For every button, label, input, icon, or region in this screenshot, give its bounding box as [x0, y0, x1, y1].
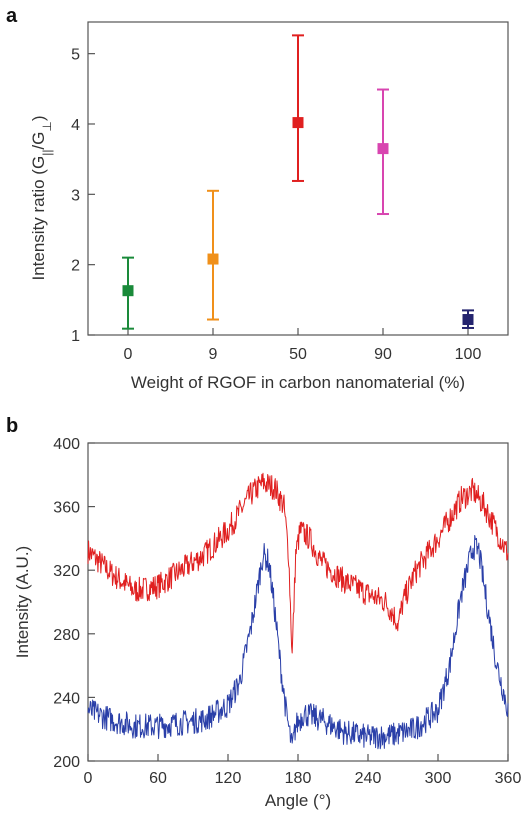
panel-b-y-tick-label: 360	[53, 500, 80, 517]
marker-square	[377, 143, 389, 155]
data-point-9	[207, 189, 219, 321]
series-line-1	[87, 472, 509, 654]
panel-b-x-tick-label: 360	[495, 770, 522, 787]
panel-a-x-tick-label: 9	[209, 346, 218, 363]
panel-b-x-tick-label: 180	[285, 770, 312, 787]
data-point-100	[462, 309, 474, 329]
panel-b-y-tick-label: 240	[53, 690, 80, 707]
panel-a-x-axis-title: Weight of RGOF in carbon nanomaterial (%…	[131, 373, 465, 392]
panel-a-x-tick-label: 50	[289, 346, 307, 363]
panel-a-y-tick-label: 5	[71, 47, 80, 64]
data-point-0	[122, 256, 134, 330]
panel-a-x-tick-label: 0	[124, 346, 133, 363]
panel-b-y-tick-label: 280	[53, 627, 80, 644]
panel-b-y-tick-label: 320	[53, 563, 80, 580]
marker-square	[207, 253, 219, 265]
panel-a-y-tick-label: 3	[71, 187, 80, 204]
marker-square	[292, 117, 304, 129]
panel-b-x-tick-label: 120	[215, 770, 242, 787]
panel-b-x-axis-title: Angle (°)	[265, 791, 331, 810]
panel-a-y-ticks: 1 2 3 4 5	[71, 47, 95, 345]
panel-b-y-ticks: 200 240 280 320 360 400	[53, 436, 95, 771]
panel-b-x-tick-label: 240	[355, 770, 382, 787]
panel-a-y-axis-title: Intensity ratio (G||/G⊥)	[29, 115, 54, 280]
panel-b-x-tick-label: 0	[84, 770, 93, 787]
panel-b-series	[87, 472, 509, 750]
panel-a-y-tick-label: 1	[71, 328, 80, 345]
panel-a-x-ticks: 0 9 50 90 100	[124, 328, 482, 363]
series-line-2	[87, 535, 509, 750]
panel-a-letter: a	[6, 5, 18, 27]
data-point-90	[377, 88, 389, 216]
marker-square	[462, 314, 474, 326]
panel-b-y-axis-title: Intensity (A.U.)	[13, 546, 32, 658]
panel-a-x-tick-label: 100	[455, 346, 482, 363]
panel-b-letter: b	[6, 415, 18, 437]
data-point-50	[292, 34, 304, 182]
panel-b-x-tick-label: 300	[425, 770, 452, 787]
panel-a: a 1 2 3 4 5 0 9 50 90 100 Intensity ratio (G||/G…	[6, 5, 509, 392]
panel-a-y-tick-label: 2	[71, 258, 80, 275]
panel-b-x-ticks: 0 60 120 180 240 300 360	[84, 754, 522, 787]
panel-a-data-points	[122, 34, 474, 330]
marker-square	[122, 285, 134, 297]
panel-a-y-tick-label: 4	[71, 117, 80, 134]
panel-b-y-tick-label: 200	[53, 754, 80, 771]
panel-b-x-tick-label: 60	[149, 770, 167, 787]
panel-b-y-tick-label: 400	[53, 436, 80, 453]
panel-b-plot-frame	[87, 442, 509, 762]
panel-a-x-tick-label: 90	[374, 346, 392, 363]
